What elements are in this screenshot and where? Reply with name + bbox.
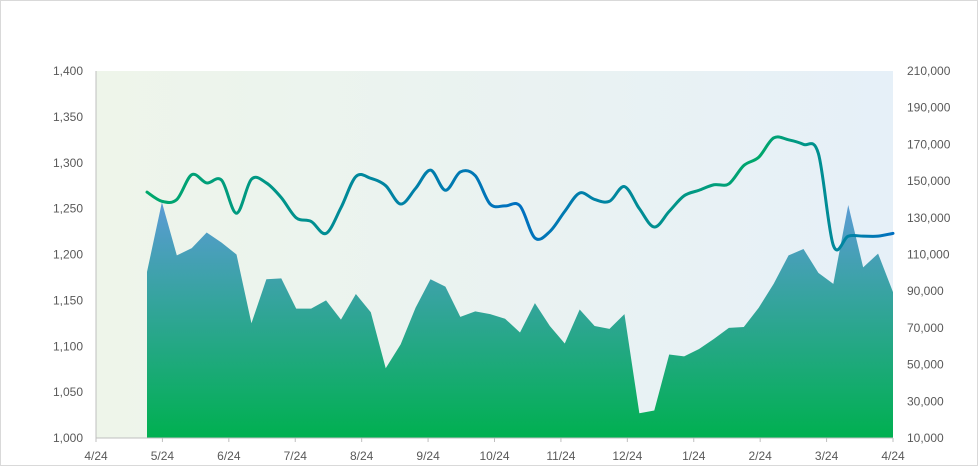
left-y-tick-label: 1,300 bbox=[53, 156, 83, 170]
left-y-tick-label: 1,350 bbox=[53, 110, 83, 124]
x-tick-label: 3/24 bbox=[815, 449, 839, 463]
right-y-tick-label: 70,000 bbox=[907, 321, 944, 335]
right-y-tick-label: 30,000 bbox=[907, 394, 944, 408]
line-series bbox=[145, 135, 895, 252]
right-y-tick-label: 150,000 bbox=[907, 174, 951, 188]
x-tick-label: 12/24 bbox=[612, 449, 642, 463]
left-y-tick-label: 1,050 bbox=[53, 385, 83, 399]
right-y-tick-label: 190,000 bbox=[907, 101, 951, 115]
x-tick-label: 2/24 bbox=[748, 449, 772, 463]
left-y-tick-label: 1,250 bbox=[53, 202, 83, 216]
x-tick-label: 8/24 bbox=[350, 449, 374, 463]
left-y-tick-labels: 1,000 1,050 1,100 1,150 1,200 1,250 1,300 1,350… bbox=[53, 64, 83, 445]
line-series-layer bbox=[145, 135, 895, 252]
x-tick-label: 5/24 bbox=[151, 449, 175, 463]
right-y-tick-label: 10,000 bbox=[907, 431, 944, 445]
area-series-layer bbox=[147, 202, 893, 438]
x-tick-label: 7/24 bbox=[284, 449, 308, 463]
x-tick-label: 6/24 bbox=[217, 449, 241, 463]
x-tick-label: 10/24 bbox=[479, 449, 509, 463]
x-tick-label: 9/24 bbox=[416, 449, 440, 463]
right-y-tick-label: 110,000 bbox=[907, 248, 950, 262]
x-tick-label: 4/24 bbox=[84, 449, 108, 463]
right-y-tick-label: 170,000 bbox=[907, 137, 951, 151]
left-y-tick-label: 1,100 bbox=[53, 339, 83, 353]
left-y-tick-label: 1,400 bbox=[53, 64, 83, 78]
right-y-tick-label: 130,000 bbox=[907, 211, 951, 225]
x-tick-label: 11/24 bbox=[546, 449, 575, 463]
left-y-tick-label: 1,000 bbox=[53, 431, 83, 445]
left-y-tick-label: 1,150 bbox=[53, 293, 83, 307]
x-tick-label: 1/24 bbox=[682, 449, 706, 463]
x-tick-labels: 4/24 5/24 6/24 7/24 8/24 9/24 10/24 11/24 12/24 1… bbox=[84, 438, 905, 463]
left-y-tick-label: 1,200 bbox=[53, 248, 83, 262]
right-y-tick-label: 210,000 bbox=[907, 64, 951, 78]
right-y-tick-label: 90,000 bbox=[907, 284, 944, 298]
right-y-tick-label: 50,000 bbox=[907, 358, 944, 372]
area-series bbox=[147, 202, 893, 438]
x-tick-label: 4/24 bbox=[881, 449, 905, 463]
right-y-tick-labels: 10,000 30,000 50,000 70,000 90,000 110,000 130… bbox=[907, 64, 951, 445]
